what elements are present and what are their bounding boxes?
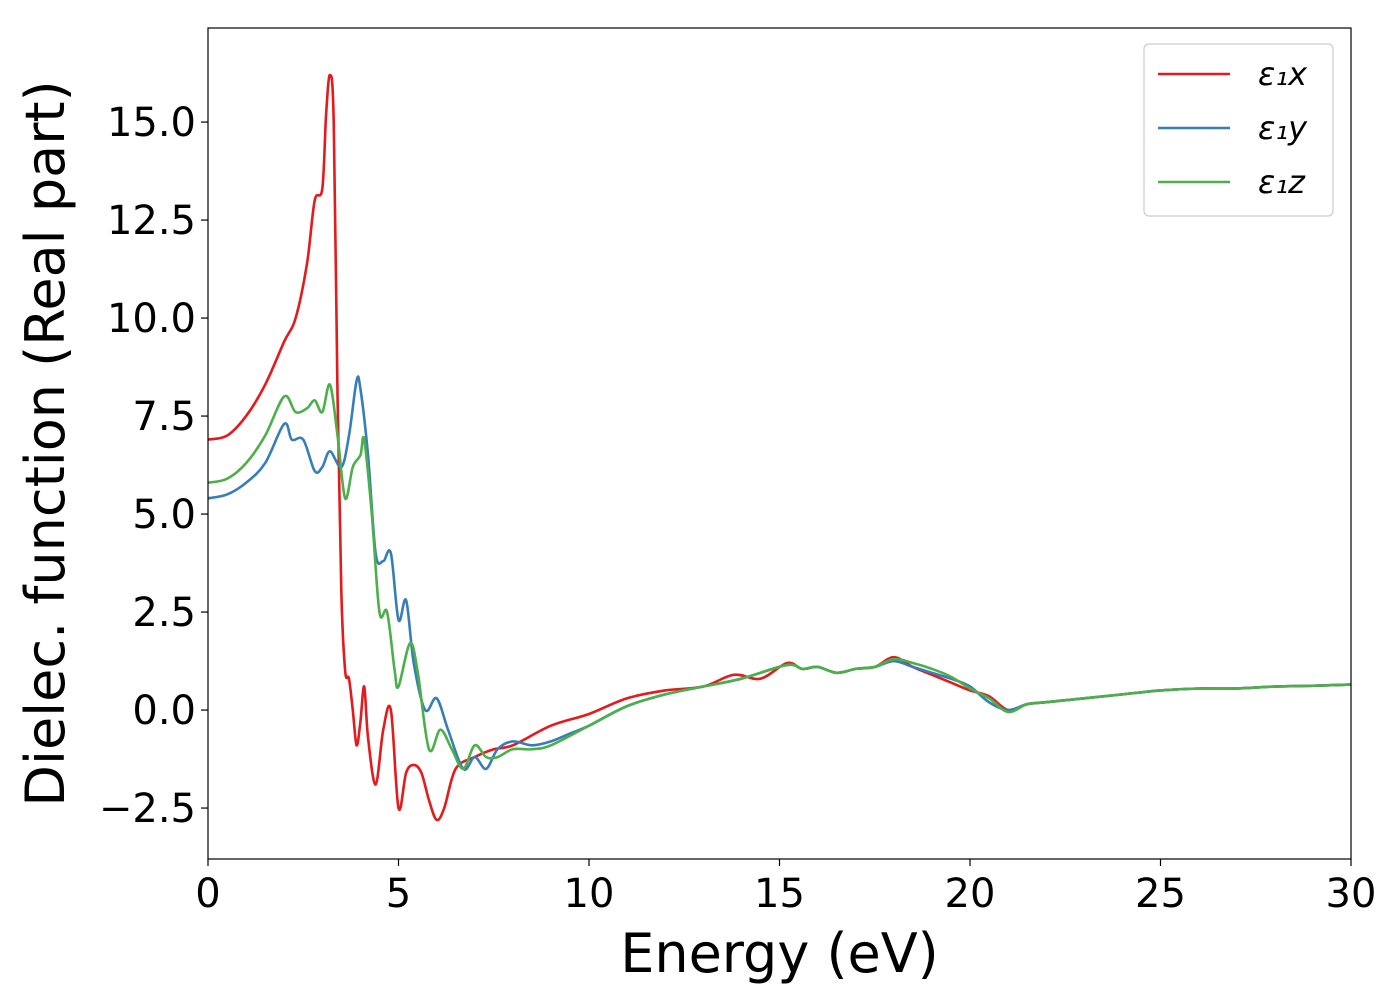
x-tick-label: 5 [386,871,411,917]
y-tick-label: 15.0 [107,100,196,146]
y-tick-label: 10.0 [107,296,196,342]
y-tick-label: 5.0 [132,492,196,538]
legend-label-1: ε₁y [1258,109,1308,147]
series-lines [208,73,1351,822]
y-tick-label: −2.5 [99,786,196,832]
x-axis-label: Energy (eV) [620,922,939,985]
x-tick-label: 25 [1135,871,1186,917]
legend-label-2: ε₁z [1258,163,1306,201]
legend: ε₁x ε₁y ε₁z [1143,43,1334,217]
y-tick-label: 7.5 [132,394,196,440]
legend-label-0: ε₁x [1258,55,1308,93]
x-tick-label: 20 [945,871,996,917]
x-tick-label: 10 [564,871,615,917]
x-axis-ticks: 0 5 10 15 20 25 30 [195,859,1376,917]
y-tick-label: 2.5 [132,590,196,636]
y-axis-label: Dielec. function (Real part) [14,80,77,806]
series-line-0 [208,73,1351,822]
y-tick-label: 0.0 [132,688,196,734]
x-tick-label: 0 [195,871,220,917]
y-tick-label: 12.5 [107,198,196,244]
series-line-1 [208,375,1351,771]
y-axis-ticks: −2.5 0.0 2.5 5.0 7.5 10.0 12.5 15.0 [99,100,208,832]
x-tick-label: 30 [1326,871,1377,917]
series-line-2 [208,383,1351,771]
x-tick-label: 15 [754,871,805,917]
legend-box [1143,43,1334,217]
